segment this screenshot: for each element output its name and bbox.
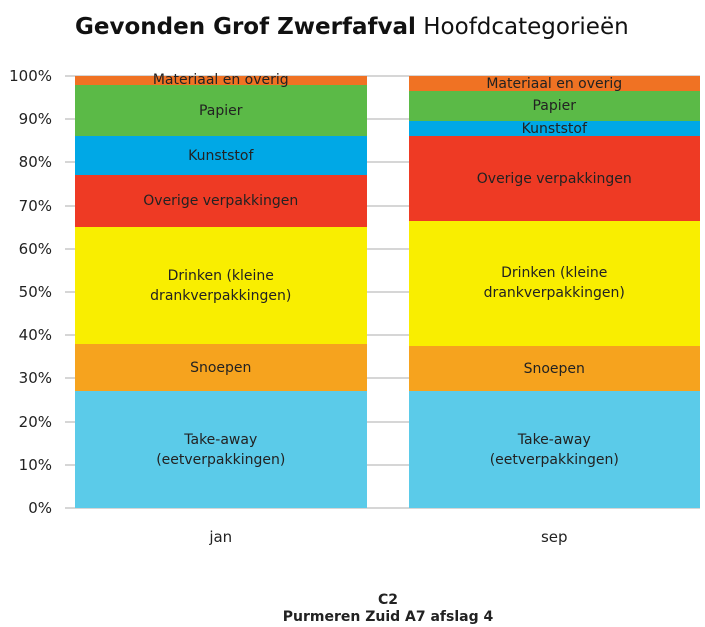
grid-line — [65, 334, 700, 337]
bar-segment — [408, 220, 700, 346]
bar-segment — [408, 76, 700, 92]
bar-segment — [75, 343, 367, 392]
segment-label: Papier — [532, 98, 577, 115]
grid-line — [65, 377, 700, 380]
grid-line — [65, 75, 700, 77]
bar-segment — [75, 175, 367, 228]
chart-title: Gevonden Grof Zwerfafval Hoofdcategorieë… — [75, 14, 629, 40]
grid-line — [65, 204, 700, 207]
y-tick-label: 70% — [18, 196, 52, 215]
grid-line — [65, 247, 700, 250]
segment-label: Overige verpakkingen — [476, 170, 632, 187]
grid-line — [65, 507, 700, 509]
x-tick-label: jan — [209, 528, 233, 546]
grid-line — [65, 420, 700, 423]
segment-label: Drinken (kleine drankverpakkingen) — [150, 267, 292, 304]
grid-line — [65, 161, 700, 164]
bar-segment — [75, 76, 367, 85]
bar-segment — [408, 91, 700, 122]
footer-line: Purmeren Zuid A7 afslag 4 — [282, 609, 494, 625]
y-tick-label: 80% — [18, 153, 52, 172]
y-tick-label: 40% — [18, 326, 52, 345]
segment-label: Snoepen — [190, 359, 252, 376]
y-tick-label: 50% — [18, 283, 52, 301]
segment-label: Drinken (kleine drankverpakkingen) — [483, 265, 625, 302]
y-tick-label: 60% — [18, 239, 52, 258]
segment-label: Kunststof — [188, 147, 254, 164]
segment-label: Materiaal en overig — [486, 75, 623, 92]
segment-label: Papier — [198, 102, 243, 119]
y-tick-label: 10% — [18, 455, 52, 474]
grid-line — [65, 463, 700, 466]
x-tick-label: sep — [540, 528, 568, 546]
bar-segment — [75, 136, 367, 176]
segment-label: Take-away (eetverpakkingen) — [489, 431, 619, 468]
bar-segment — [408, 346, 700, 392]
y-tick-label: 0% — [28, 499, 52, 517]
bar-segment — [75, 227, 367, 344]
title: Gevonden Grof Zwerfafval — [75, 14, 416, 40]
bar-segment — [408, 121, 700, 137]
bar-segment — [75, 84, 367, 137]
segment-label: Overige verpakkingen — [143, 193, 299, 210]
subtitle: Hoofdcategorieën — [423, 14, 629, 40]
y-tick-label: 20% — [18, 412, 52, 431]
bar-segment — [75, 391, 367, 508]
segment-label: Materiaal en overig — [152, 72, 289, 89]
y-tick-label: 100% — [9, 67, 52, 85]
segment-label: Kunststof — [521, 120, 587, 137]
segment-label: Take-away (eetverpakkingen) — [156, 431, 286, 468]
y-tick-label: 90% — [18, 110, 52, 129]
bar-segment — [408, 136, 700, 221]
grid-line — [65, 118, 700, 121]
grid-line — [65, 291, 700, 293]
segment-label: Snoepen — [523, 360, 585, 377]
bar-segment — [408, 391, 700, 508]
y-tick-label: 30% — [18, 369, 52, 388]
footer-line: C2 — [377, 592, 398, 608]
